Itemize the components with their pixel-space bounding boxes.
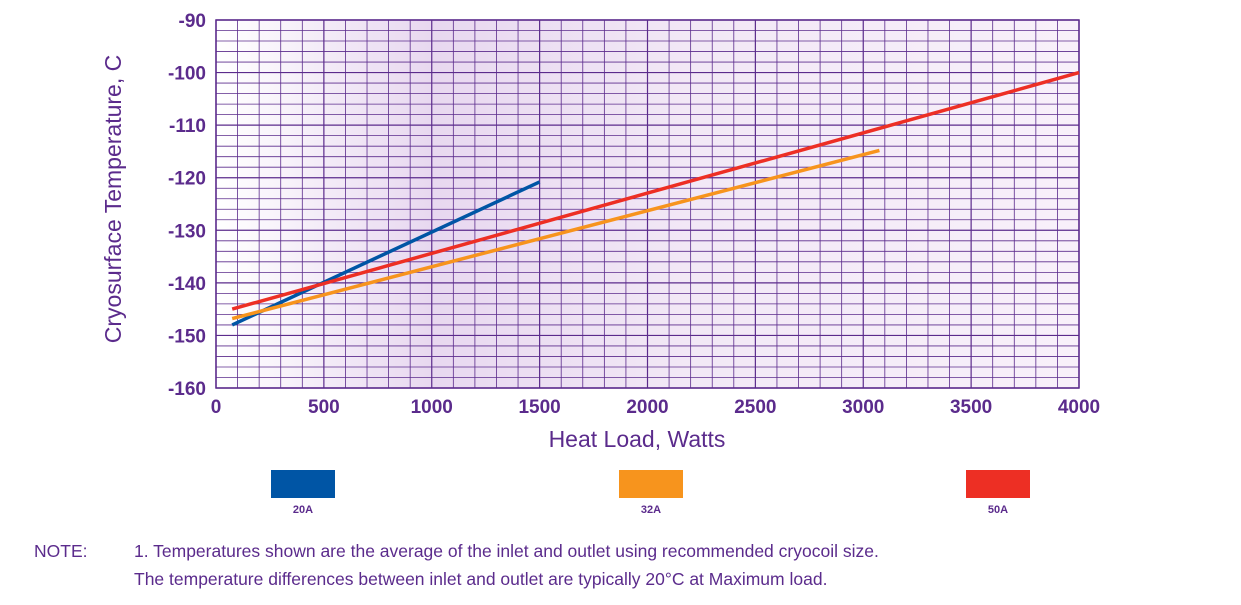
y-axis-label: Cryosurface Temperature, C — [100, 55, 126, 343]
x-tick-label: 3500 — [950, 397, 992, 418]
grid — [215, 19, 1080, 389]
chart: 0 500 1000 1500 2000 2500 3000 3500 4000 -90 -100 -… — [100, 11, 1100, 452]
x-tick-label: 2500 — [734, 397, 776, 418]
plot-frame — [215, 19, 1080, 389]
legend-label: 32A — [640, 504, 662, 516]
x-tick-label: 500 — [308, 397, 340, 418]
legend-swatch — [619, 470, 683, 498]
y-tick-label: -100 — [168, 64, 206, 85]
y-tick-label: -150 — [168, 326, 206, 347]
x-axis-label: Heat Load, Watts — [549, 426, 726, 452]
x-tick-label: 1000 — [411, 397, 453, 418]
x-tick-label: 3000 — [842, 397, 884, 418]
legend-item-50a: 50A — [966, 470, 1030, 516]
series-line-20a — [231, 180, 541, 327]
y-tick-label: -140 — [168, 274, 206, 295]
legend-item-32a: 32A — [619, 470, 683, 516]
note: NOTE: 1. Temperatures shown are the aver… — [34, 537, 879, 593]
x-tick-label: 4000 — [1058, 397, 1100, 418]
legend-swatch — [271, 470, 335, 498]
legend-label: 20A — [292, 504, 314, 516]
y-tick-label: -130 — [168, 221, 206, 242]
series-line-32a — [231, 148, 880, 321]
y-tick-label: -160 — [168, 379, 206, 400]
y-tick-label: -120 — [168, 169, 206, 190]
note-line-1: 1. Temperatures shown are the average of… — [134, 541, 879, 561]
x-tick-label: 2000 — [626, 397, 668, 418]
note-line-2: The temperature differences between inle… — [134, 569, 828, 589]
legend-item-20a: 20A — [271, 470, 335, 516]
x-tick-label: 0 — [211, 397, 222, 418]
series-lines — [231, 70, 1080, 327]
chart-svg: 0 500 1000 1500 2000 2500 3000 3500 4000 -90 -100 -… — [100, 11, 1100, 452]
legend-label: 50A — [987, 504, 1009, 516]
y-tick-label: -90 — [179, 11, 206, 32]
y-tick-label: -110 — [169, 116, 206, 137]
x-tick-label: 1500 — [518, 397, 560, 418]
note-heading: NOTE: — [34, 541, 88, 561]
tick-labels: 0 500 1000 1500 2000 2500 3000 3500 4000 -90 -100 -… — [168, 11, 1100, 418]
series-line-50a — [231, 70, 1080, 311]
legend-swatch — [966, 470, 1030, 498]
